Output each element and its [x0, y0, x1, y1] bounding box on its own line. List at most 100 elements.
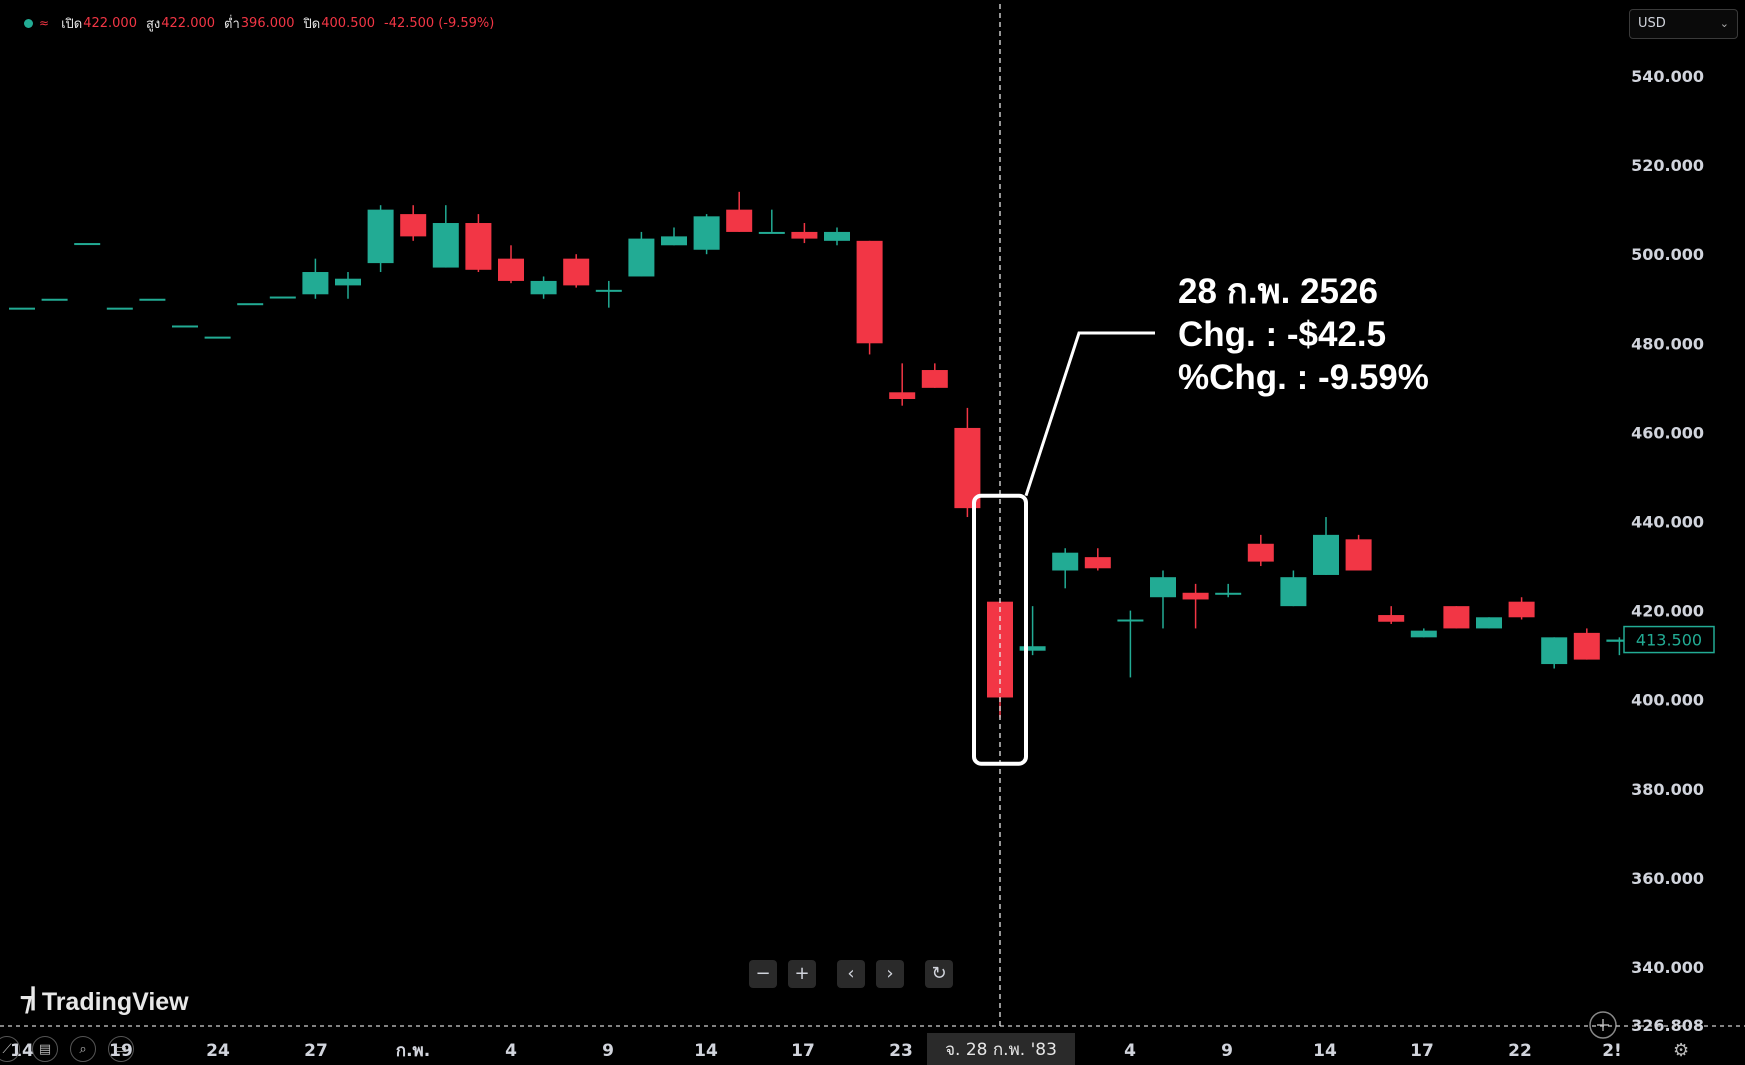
callout-leader-line — [1024, 331, 1155, 497]
candle-body — [1508, 601, 1535, 618]
scroll-left-button[interactable]: ‹ — [837, 960, 865, 988]
candle-body — [595, 289, 622, 292]
chevron-down-icon: ⌄ — [1719, 17, 1729, 30]
candle-body — [1280, 577, 1307, 607]
time-tick-label: ก.พ. — [396, 1041, 430, 1061]
time-tick-label: 4 — [505, 1041, 517, 1061]
open-value: 422.000 — [83, 15, 137, 31]
candle-body — [726, 209, 753, 232]
candle-body — [1052, 552, 1079, 571]
zoom-icon[interactable]: ⌕ — [70, 1036, 96, 1062]
time-tick-label: 17 — [1410, 1041, 1434, 1061]
candle-body — [9, 307, 35, 310]
candle-body — [661, 236, 687, 246]
low-label: ต่ำ — [224, 16, 240, 32]
annotation-text: 28 ก.พ. 2526 Chg. : -$42.5 %Chg. : -9.59… — [1178, 270, 1429, 399]
candle-body — [1150, 577, 1176, 598]
crosshair-date-label: จ. 28 ก.พ. '83 — [927, 1033, 1075, 1065]
candle-body — [693, 216, 720, 250]
layers-icon[interactable]: ▤ — [32, 1036, 58, 1062]
candle-body — [204, 336, 231, 339]
candle-body — [563, 258, 590, 286]
candle-body — [1378, 615, 1405, 622]
candle-body — [921, 370, 948, 388]
time-tick-label: 17 — [791, 1041, 815, 1061]
time-tick-label: 23 — [889, 1041, 913, 1061]
candle-body — [498, 258, 524, 281]
price-tick-label: 540.000 — [1631, 67, 1704, 86]
ohlc-legend: ≈ เปิด 422.000 สูง 422.000 ต่ำ 396.000 ป… — [16, 11, 503, 35]
candle-body — [74, 243, 101, 246]
draw-icon[interactable]: ⟋ — [0, 1036, 20, 1062]
candle-body — [1182, 592, 1209, 600]
zoom-out-button[interactable]: − — [749, 960, 777, 988]
settings-gear-icon[interactable]: ⚙ — [1673, 1040, 1690, 1061]
tradingview-logo-text: TradingView — [41, 987, 189, 1016]
annotation-change: Chg. : -$42.5 — [1178, 315, 1387, 354]
candle-body — [172, 325, 198, 328]
add-alert-icon — [1589, 1011, 1617, 1039]
candle-body — [1247, 543, 1274, 562]
zoom-in-button[interactable]: + — [788, 960, 816, 988]
price-tick-label: 460.000 — [1631, 423, 1704, 442]
candle-body — [824, 231, 850, 241]
close-value: 400.500 — [321, 15, 376, 31]
candle-body — [889, 392, 916, 399]
tradingview-logo-icon: ⁊ꟾ — [20, 988, 37, 1016]
annotation-date: 28 ก.พ. 2526 — [1178, 272, 1378, 311]
open-label: เปิด — [61, 16, 83, 32]
price-tick-label: 480.000 — [1631, 334, 1704, 353]
last-price-box — [1623, 625, 1715, 654]
price-tick-label: 500.000 — [1631, 245, 1704, 264]
candle-body — [954, 427, 981, 509]
price-tick-label: 440.000 — [1631, 513, 1704, 532]
status-dot-icon — [24, 18, 33, 28]
time-tick-label: 27 — [304, 1041, 328, 1061]
candle-body — [1476, 617, 1502, 629]
candle-body — [335, 278, 361, 286]
time-tick-label: 24 — [206, 1041, 230, 1061]
candle-body — [1443, 606, 1470, 629]
wave-icon: ≈ — [39, 16, 50, 30]
candle-body — [269, 296, 296, 299]
candle-body — [1345, 539, 1372, 571]
high-value: 422.000 — [161, 15, 216, 31]
candle-body — [530, 280, 557, 295]
candle-body — [1573, 632, 1600, 660]
candle-body — [1215, 592, 1242, 595]
candle-body — [1084, 557, 1111, 569]
time-tick-label: 14 — [694, 1041, 718, 1061]
candle-body — [1117, 619, 1144, 622]
reset-chart-button[interactable]: ↻ — [925, 960, 953, 988]
tradingview-logo[interactable]: ⁊ꟾ TradingView — [20, 987, 189, 1017]
scroll-right-button[interactable]: › — [876, 960, 904, 988]
candle-body — [628, 238, 655, 277]
candle-body — [139, 298, 166, 301]
highlight-box — [972, 493, 1028, 766]
change-value: -42.500 — [384, 15, 435, 31]
candle-body — [1541, 637, 1568, 665]
price-tick-label: 420.000 — [1631, 602, 1704, 621]
candle-body — [465, 223, 492, 270]
price-tick-label: 520.000 — [1631, 156, 1704, 175]
time-tick-label: 9 — [1221, 1041, 1233, 1061]
candle-body — [106, 307, 133, 310]
time-tick-label: 4 — [1124, 1041, 1136, 1061]
candle-body — [791, 231, 818, 239]
time-tick-label: 14 — [1313, 1041, 1337, 1061]
currency-select[interactable]: USD ⌄ — [1629, 9, 1738, 39]
candle-body — [1313, 534, 1339, 575]
date-range-icon[interactable]: ▭ — [108, 1036, 134, 1062]
candle-body — [302, 272, 329, 295]
time-tick-label: 22 — [1508, 1041, 1532, 1061]
high-label: สูง — [145, 16, 161, 32]
change-pct-value: (-9.59%) — [438, 15, 495, 31]
close-label: ปิด — [303, 16, 321, 32]
candle-body — [856, 240, 883, 344]
candle-body — [758, 231, 785, 234]
candle-body — [1606, 639, 1633, 642]
plus-icon — [1597, 1019, 1609, 1031]
price-tick-label: 340.000 — [1631, 958, 1704, 977]
low-value: 396.000 — [240, 15, 295, 31]
